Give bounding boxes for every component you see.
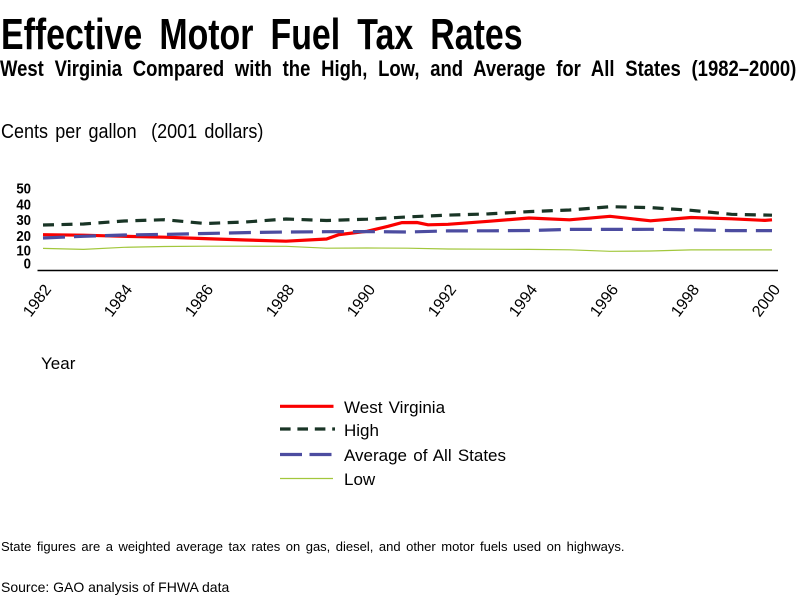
svg-text:1986: 1986 bbox=[182, 282, 217, 321]
svg-text:40: 40 bbox=[16, 196, 31, 213]
svg-text:10: 10 bbox=[16, 241, 31, 258]
svg-text:50: 50 bbox=[16, 180, 31, 197]
svg-text:30: 30 bbox=[16, 211, 31, 228]
svg-text:1990: 1990 bbox=[344, 282, 379, 321]
svg-text:1994: 1994 bbox=[506, 282, 541, 321]
svg-text:0: 0 bbox=[24, 255, 31, 272]
svg-text:1992: 1992 bbox=[425, 282, 460, 321]
svg-text:1998: 1998 bbox=[668, 282, 703, 321]
svg-text:1982: 1982 bbox=[20, 282, 55, 321]
svg-text:2000: 2000 bbox=[749, 282, 784, 321]
svg-text:1984: 1984 bbox=[101, 282, 136, 321]
svg-text:1988: 1988 bbox=[263, 282, 298, 321]
svg-text:20: 20 bbox=[16, 227, 31, 244]
svg-text:1996: 1996 bbox=[587, 282, 622, 321]
